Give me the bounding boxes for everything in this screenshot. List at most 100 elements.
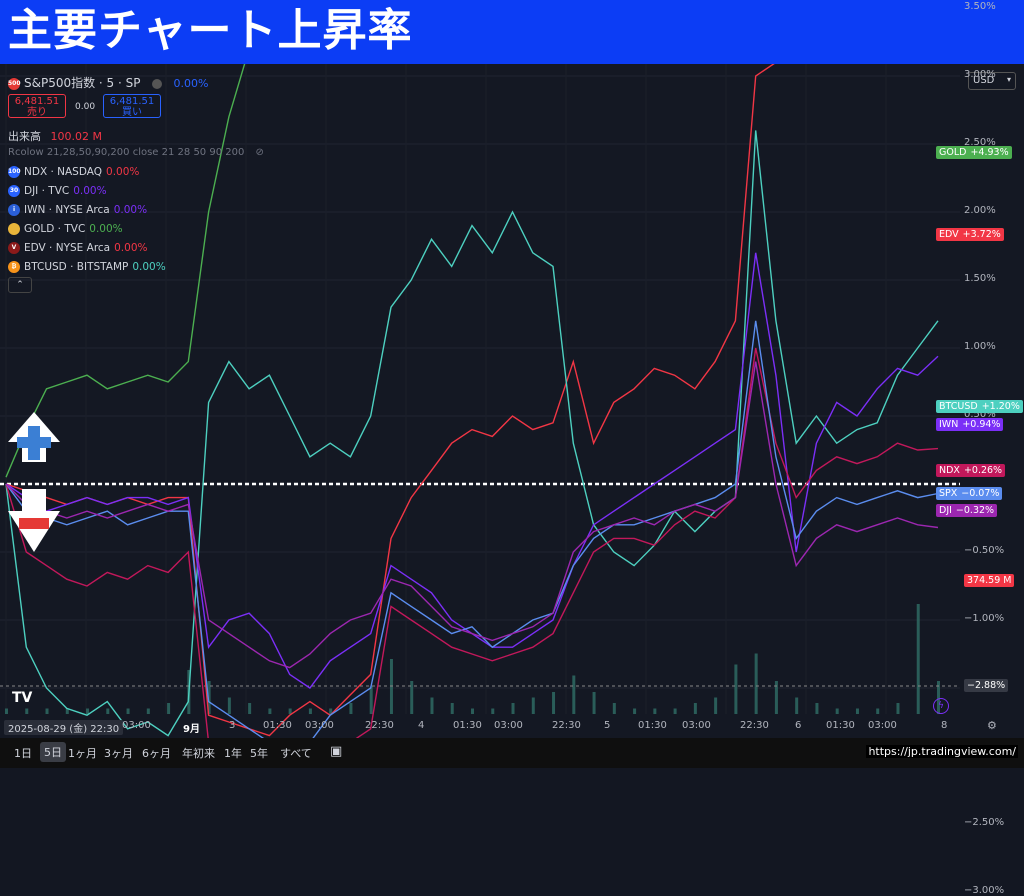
volume-bar bbox=[876, 708, 880, 714]
tag-name: DJI bbox=[939, 505, 952, 516]
x-tick-label: 2025-08-29 (金) 22:30 bbox=[4, 720, 124, 735]
minus-arrow-icon bbox=[8, 489, 60, 552]
x-tick-label: 22:30 bbox=[740, 720, 769, 731]
legend-item[interactable]: ₿ BTCUSD · BITSTAMP 0.00% bbox=[8, 261, 166, 273]
collapse-icon[interactable] bbox=[152, 79, 162, 89]
settings-icon[interactable]: ⚙ bbox=[987, 719, 997, 732]
chart-area[interactable] bbox=[0, 64, 1024, 738]
lightning-icon[interactable]: ϟ bbox=[933, 698, 949, 714]
range-button[interactable]: 6ヶ月 bbox=[142, 747, 171, 760]
currency-value: USD bbox=[973, 75, 995, 86]
tag-value: +1.20% bbox=[981, 401, 1020, 412]
x-tick-label: 01:30 bbox=[263, 720, 292, 731]
volume-label: 出来高 bbox=[8, 130, 41, 143]
chevron-down-icon: ▾ bbox=[1006, 75, 1011, 84]
range-button[interactable]: 1日 bbox=[14, 747, 32, 760]
volume-bar bbox=[146, 708, 150, 714]
range-button[interactable]: すべて bbox=[280, 747, 312, 760]
volume-bar bbox=[734, 664, 738, 714]
legend-symbol-icon bbox=[8, 223, 20, 235]
tag-value: +4.93% bbox=[970, 147, 1009, 158]
price-tag: 374.59 M bbox=[964, 574, 1015, 587]
legend-item[interactable]: 30 DJI · TVC 0.00% bbox=[8, 185, 107, 197]
volume-bar bbox=[795, 697, 799, 714]
volume-bar bbox=[268, 708, 272, 714]
buy-button[interactable]: 6,481.51 買い bbox=[103, 94, 161, 118]
volume-bar bbox=[126, 708, 130, 714]
x-tick-label: 3 bbox=[229, 720, 236, 731]
legend-name: DJI · TVC bbox=[24, 185, 70, 197]
legend-collapse-button[interactable]: ⌃ bbox=[8, 277, 32, 293]
volume-row: 出来高 100.02 M bbox=[8, 128, 102, 144]
tag-value: −0.07% bbox=[961, 488, 1000, 499]
legend-symbol-icon: ₿ bbox=[8, 261, 20, 273]
x-tick-label: 03:00 bbox=[494, 720, 523, 731]
volume-bar bbox=[207, 681, 211, 714]
volume-bar bbox=[937, 681, 940, 714]
legend-item[interactable]: i IWN · NYSE Arca 0.00% bbox=[8, 204, 147, 216]
calendar-icon[interactable]: ▣ bbox=[330, 744, 343, 759]
range-button[interactable]: 5年 bbox=[250, 747, 268, 760]
volume-bar bbox=[693, 703, 697, 714]
x-tick-label: 4 bbox=[418, 720, 425, 731]
legend-symbol-icon: 30 bbox=[8, 185, 20, 197]
volume-bar bbox=[572, 675, 576, 714]
legend-name: NDX · NASDAQ bbox=[24, 166, 103, 178]
price-tag: GOLD +4.93% bbox=[936, 146, 1012, 159]
series-line-dji[interactable] bbox=[5, 361, 939, 669]
volume-value: 100.02 M bbox=[50, 130, 102, 143]
sell-button[interactable]: 6,481.51 売り bbox=[8, 94, 66, 118]
sell-label: 売り bbox=[27, 107, 47, 118]
y-tick-label: 3.00% bbox=[964, 69, 996, 80]
tag-name: IWN bbox=[939, 419, 959, 430]
tag-value: −2.88% bbox=[967, 680, 1006, 691]
legend-pct: 0.00% bbox=[106, 166, 140, 178]
volume-bar bbox=[714, 697, 718, 714]
volume-bar bbox=[673, 708, 677, 714]
range-button[interactable]: 1年 bbox=[224, 747, 242, 760]
y-tick-label: 2.00% bbox=[964, 205, 996, 216]
series-line-edv[interactable] bbox=[5, 64, 938, 737]
series-line-iwn[interactable] bbox=[5, 252, 939, 689]
legend-pct: 0.00% bbox=[73, 185, 107, 197]
volume-bar bbox=[369, 686, 373, 714]
range-button[interactable]: 1ヶ月 bbox=[68, 747, 97, 760]
symbol-header[interactable]: 500 S&P500指数 · 5 · SP 0.00% bbox=[8, 74, 208, 91]
series-line-gold[interactable] bbox=[5, 64, 938, 478]
price-tag: SPX −0.07% bbox=[936, 487, 1003, 500]
legend-item[interactable]: GOLD · TVC 0.00% bbox=[8, 223, 123, 235]
chart-svg[interactable] bbox=[0, 64, 1024, 738]
rcolow-text: Rcolow 21,28,50,90,200 close 21 28 50 90… bbox=[8, 147, 245, 158]
series-line-ndx[interactable] bbox=[5, 347, 939, 738]
y-tick-label: −3.00% bbox=[964, 885, 1005, 896]
tradingview-logo: TV bbox=[12, 690, 33, 706]
plus-arrow-icon bbox=[8, 412, 60, 462]
tag-value: +3.72% bbox=[962, 229, 1001, 240]
rcolow-indicator[interactable]: Rcolow 21,28,50,90,200 close 21 28 50 90… bbox=[8, 147, 264, 158]
x-tick-label: 8 bbox=[941, 720, 948, 731]
volume-bar bbox=[450, 703, 454, 714]
legend-pct: 0.00% bbox=[113, 204, 148, 216]
series-line-btcusd[interactable] bbox=[5, 130, 939, 737]
volume-bar bbox=[774, 681, 778, 714]
sp500-icon: 500 bbox=[8, 78, 21, 90]
legend-item[interactable]: V EDV · NYSE Arca 0.00% bbox=[8, 242, 147, 254]
y-tick-label: −0.50% bbox=[964, 545, 1005, 556]
volume-bar bbox=[835, 708, 839, 714]
currency-select[interactable]: USD ▾ bbox=[968, 72, 1016, 90]
x-tick-label: 22:30 bbox=[552, 720, 581, 731]
range-button[interactable]: 3ヶ月 bbox=[104, 747, 133, 760]
legend-item[interactable]: 100 NDX · NASDAQ 0.00% bbox=[8, 166, 139, 178]
x-tick-label: 01:30 bbox=[638, 720, 667, 731]
volume-bar bbox=[227, 697, 231, 714]
price-tag: EDV +3.72% bbox=[936, 228, 1004, 241]
legend-symbol-icon: i bbox=[8, 204, 20, 216]
y-tick-label: 2.50% bbox=[964, 137, 996, 148]
sell-price: 6,481.51 bbox=[14, 96, 60, 107]
volume-bar bbox=[45, 708, 49, 714]
tag-value: −0.32% bbox=[955, 505, 995, 516]
eye-off-icon[interactable]: ⊘ bbox=[255, 147, 264, 158]
range-button[interactable]: 5日 bbox=[40, 742, 66, 762]
range-button[interactable]: 年初来 bbox=[182, 747, 215, 760]
series-line-spx[interactable] bbox=[5, 320, 939, 738]
